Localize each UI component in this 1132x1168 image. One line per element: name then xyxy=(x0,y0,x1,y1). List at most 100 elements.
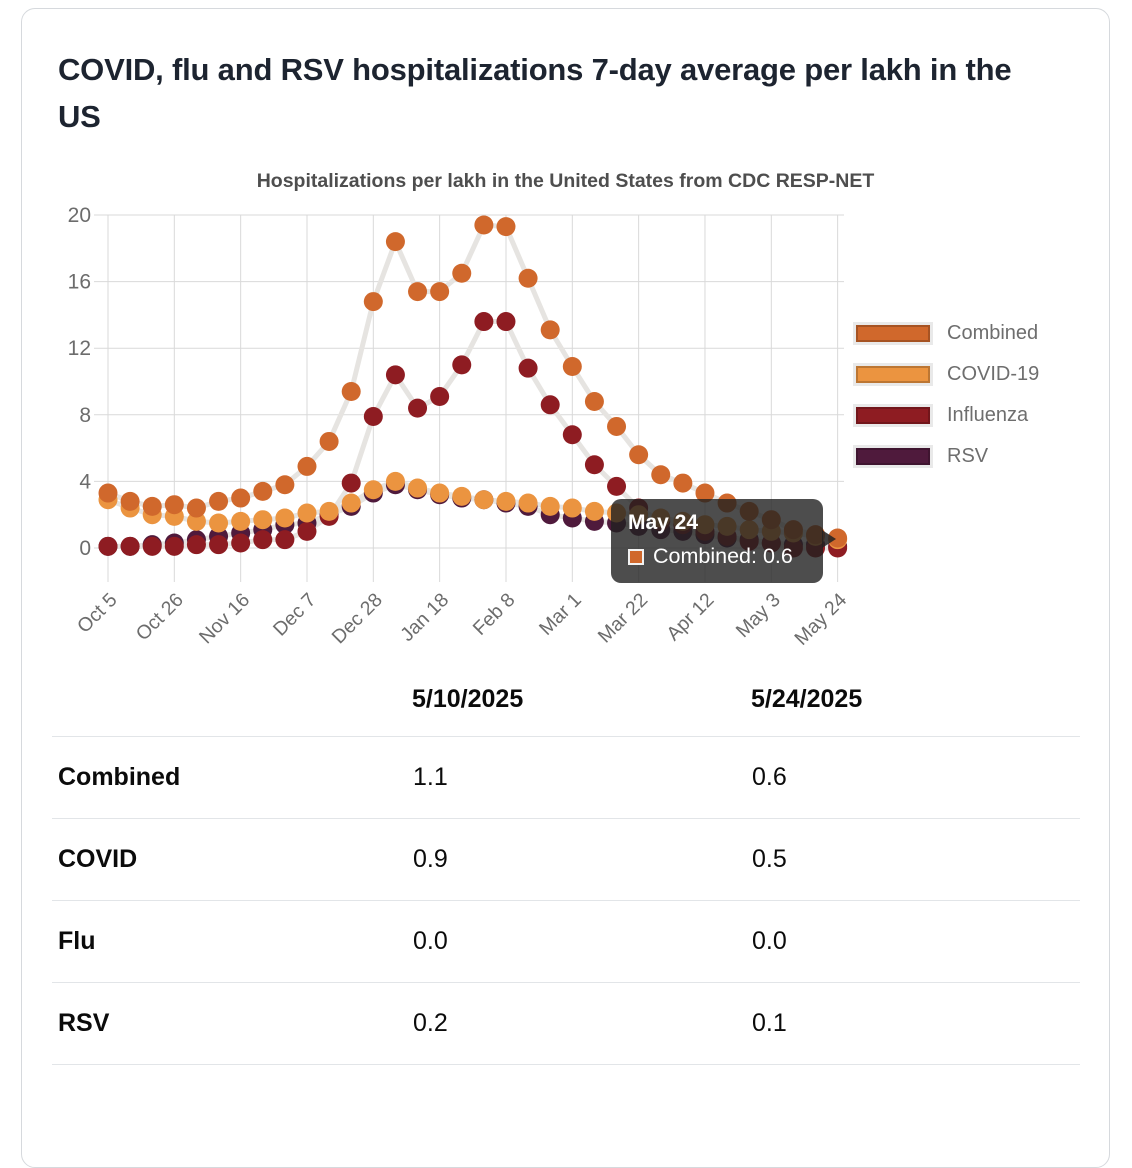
point-influenza-mar-8[interactable] xyxy=(584,455,604,475)
chart-svg: 0 4 8 12 16 20 Oct 5 Oct 26 Nov 16 Dec 7 Dec 28 Jan… xyxy=(68,204,852,650)
point-influenza-nov-30[interactable] xyxy=(275,530,295,550)
point-influenza-jan-18[interactable] xyxy=(430,387,450,407)
legend-item-rsv[interactable]: RSV xyxy=(853,445,1039,469)
legend-label-influenza: Influenza xyxy=(947,404,1029,427)
point-combined-feb-8[interactable] xyxy=(496,217,516,237)
table-header-date-2: 5/24/2025 xyxy=(751,679,1080,738)
point-covid-19-dec-28[interactable] xyxy=(363,480,383,500)
page-title: COVID, flu and RSV hospitalizations 7-da… xyxy=(58,52,1012,135)
x-axis-label: Oct 26 xyxy=(132,589,188,645)
point-influenza-oct-19[interactable] xyxy=(142,537,162,557)
point-combined-nov-16[interactable] xyxy=(231,488,251,508)
point-influenza-jan-11[interactable] xyxy=(408,398,428,418)
point-influenza-oct-26[interactable] xyxy=(164,537,184,557)
tooltip-series-swatch xyxy=(628,548,644,565)
point-combined-mar-1[interactable] xyxy=(562,357,582,377)
point-covid-19-mar-1[interactable] xyxy=(562,498,582,518)
point-covid-19-feb-8[interactable] xyxy=(496,492,516,512)
tooltip-arrow xyxy=(822,530,836,549)
point-combined-oct-26[interactable] xyxy=(164,495,184,515)
point-influenza-dec-21[interactable] xyxy=(341,473,361,493)
point-combined-oct-19[interactable] xyxy=(142,497,162,517)
legend-item-covid19[interactable]: COVID-19 xyxy=(853,363,1039,387)
point-influenza-feb-22[interactable] xyxy=(540,395,560,415)
point-combined-oct-12[interactable] xyxy=(120,492,140,512)
point-combined-jan-4[interactable] xyxy=(385,232,405,252)
point-combined-oct-5[interactable] xyxy=(98,483,118,503)
point-influenza-nov-23[interactable] xyxy=(253,530,273,550)
point-combined-jan-11[interactable] xyxy=(408,282,428,302)
table-row-label: RSV xyxy=(52,982,412,1066)
legend-item-influenza[interactable]: Influenza xyxy=(853,404,1039,428)
point-combined-nov-9[interactable] xyxy=(209,492,229,512)
point-combined-mar-8[interactable] xyxy=(584,392,604,412)
point-influenza-dec-7[interactable] xyxy=(297,522,317,542)
point-covid-19-feb-1[interactable] xyxy=(474,490,494,510)
point-combined-mar-22[interactable] xyxy=(629,445,649,465)
table-header-row: 5/10/2025 5/24/2025 xyxy=(52,679,1080,738)
chart-title: Hospitalizations per lakh in the United … xyxy=(256,170,875,193)
point-influenza-dec-28[interactable] xyxy=(363,407,383,427)
point-influenza-oct-12[interactable] xyxy=(120,537,140,557)
point-combined-feb-1[interactable] xyxy=(474,215,494,235)
point-combined-jan-18[interactable] xyxy=(430,282,450,302)
point-combined-apr-12[interactable] xyxy=(695,483,715,503)
point-combined-jan-25[interactable] xyxy=(452,263,472,283)
point-combined-nov-23[interactable] xyxy=(253,482,273,502)
point-covid-19-nov-23[interactable] xyxy=(253,510,273,530)
point-covid-19-nov-2[interactable] xyxy=(186,512,206,532)
y-axis-label: 0 xyxy=(79,537,91,560)
legend-swatch-influenza xyxy=(853,404,933,428)
point-covid-19-nov-16[interactable] xyxy=(231,512,251,532)
legend-item-combined[interactable]: Combined xyxy=(853,322,1039,346)
point-combined-dec-14[interactable] xyxy=(319,432,339,452)
point-influenza-feb-15[interactable] xyxy=(518,358,538,378)
point-combined-dec-28[interactable] xyxy=(363,292,383,312)
x-axis-label: Apr 12 xyxy=(662,589,718,645)
point-covid-19-nov-30[interactable] xyxy=(275,508,295,528)
point-covid-19-dec-21[interactable] xyxy=(341,493,361,513)
point-influenza-feb-8[interactable] xyxy=(496,312,516,332)
point-covid-19-nov-9[interactable] xyxy=(209,513,229,533)
legend-swatch-rsv xyxy=(853,445,933,469)
point-combined-dec-7[interactable] xyxy=(297,457,317,477)
point-influenza-oct-5[interactable] xyxy=(98,537,118,557)
x-axis-label: Mar 22 xyxy=(594,589,652,647)
table-cell: 0.6 xyxy=(751,736,1080,820)
point-combined-mar-29[interactable] xyxy=(651,465,671,485)
x-axis-label: Mar 1 xyxy=(535,589,586,640)
point-covid-19-jan-25[interactable] xyxy=(452,487,472,507)
legend-swatch-combined xyxy=(853,322,933,346)
point-covid-19-jan-18[interactable] xyxy=(430,483,450,503)
table-header-date-1: 5/10/2025 xyxy=(412,679,751,738)
legend-swatch-covid19 xyxy=(853,363,933,387)
chart-legend: Combined COVID-19 Influenza RSV xyxy=(853,322,1039,469)
point-covid-19-dec-14[interactable] xyxy=(319,502,339,522)
point-influenza-mar-15[interactable] xyxy=(607,477,627,497)
point-influenza-jan-25[interactable] xyxy=(452,355,472,375)
point-covid-19-jan-4[interactable] xyxy=(385,472,405,492)
point-influenza-feb-1[interactable] xyxy=(474,312,494,332)
table-row-rsv: RSV 0.2 0.1 xyxy=(52,982,1080,1066)
x-axis-label: Nov 16 xyxy=(195,589,254,648)
point-combined-mar-15[interactable] xyxy=(607,417,627,437)
point-influenza-jan-4[interactable] xyxy=(385,365,405,385)
point-combined-dec-21[interactable] xyxy=(341,382,361,402)
y-axis-label: 8 xyxy=(79,404,91,427)
point-covid-19-jan-11[interactable] xyxy=(408,478,428,498)
chart-area: 0 4 8 12 16 20 Oct 5 Oct 26 Nov 16 Dec 7 Dec 28 Jan… xyxy=(58,197,1098,663)
point-combined-nov-2[interactable] xyxy=(186,498,206,518)
point-covid-19-dec-7[interactable] xyxy=(297,503,317,523)
point-covid-19-mar-8[interactable] xyxy=(584,502,604,522)
point-influenza-nov-9[interactable] xyxy=(209,535,229,555)
x-axis-label: Dec 7 xyxy=(269,589,321,641)
point-influenza-nov-16[interactable] xyxy=(231,533,251,553)
point-combined-nov-30[interactable] xyxy=(275,475,295,495)
point-combined-feb-15[interactable] xyxy=(518,268,538,288)
point-covid-19-feb-22[interactable] xyxy=(540,497,560,517)
point-covid-19-feb-15[interactable] xyxy=(518,493,538,513)
point-influenza-mar-1[interactable] xyxy=(562,425,582,445)
point-combined-apr-5[interactable] xyxy=(673,473,693,493)
point-influenza-nov-2[interactable] xyxy=(186,535,206,555)
point-combined-feb-22[interactable] xyxy=(540,320,560,340)
